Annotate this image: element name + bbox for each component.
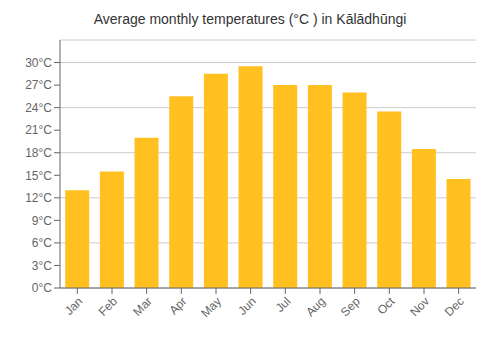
svg-text:Nov: Nov xyxy=(407,294,432,319)
svg-text:18°C: 18°C xyxy=(25,146,52,160)
svg-text:Jun: Jun xyxy=(235,294,259,318)
svg-text:Apr: Apr xyxy=(166,294,189,317)
svg-text:9°C: 9°C xyxy=(32,214,52,228)
svg-text:30°C: 30°C xyxy=(25,56,52,70)
svg-text:24°C: 24°C xyxy=(25,101,52,115)
svg-text:Mar: Mar xyxy=(130,294,155,319)
svg-text:Jan: Jan xyxy=(62,294,86,318)
svg-text:Sep: Sep xyxy=(338,294,363,319)
svg-text:May: May xyxy=(198,294,224,320)
html-text:Average monthly temperatures (: Average monthly temperatures (°C ) in Kā… xyxy=(93,11,407,27)
svg-text:Oct: Oct xyxy=(374,294,398,318)
svg-text:3°C: 3°C xyxy=(32,259,52,273)
svg-text:0°C: 0°C xyxy=(32,281,52,295)
svg-text:21°C: 21°C xyxy=(25,123,52,137)
svg-text:15°C: 15°C xyxy=(25,169,52,183)
svg-text:Dec: Dec xyxy=(442,294,467,319)
svg-text:12°C: 12°C xyxy=(25,191,52,205)
svg-text:Jul: Jul xyxy=(273,294,294,315)
svg-text:Feb: Feb xyxy=(96,294,121,319)
svg-text:6°C: 6°C xyxy=(32,236,52,250)
svg-text:Aug: Aug xyxy=(303,294,328,319)
svg-text:27°C: 27°C xyxy=(25,78,52,92)
